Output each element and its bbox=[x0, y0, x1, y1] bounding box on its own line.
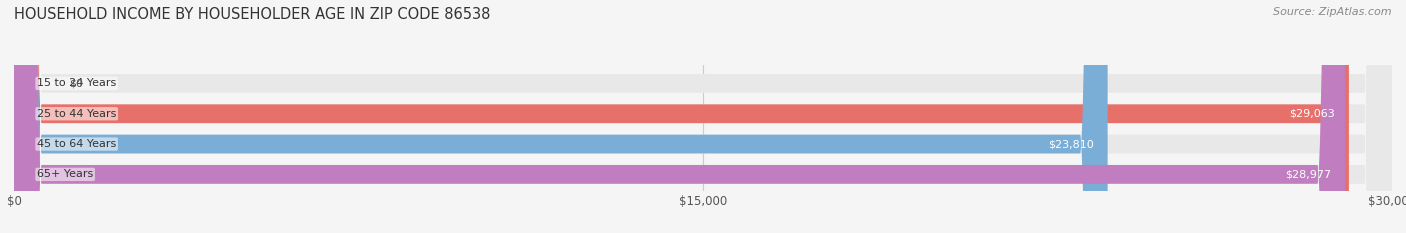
Text: 45 to 64 Years: 45 to 64 Years bbox=[37, 139, 117, 149]
FancyBboxPatch shape bbox=[14, 0, 1392, 233]
Text: 25 to 44 Years: 25 to 44 Years bbox=[37, 109, 117, 119]
FancyBboxPatch shape bbox=[14, 0, 1392, 233]
Text: 65+ Years: 65+ Years bbox=[37, 169, 93, 179]
FancyBboxPatch shape bbox=[14, 0, 1346, 233]
FancyBboxPatch shape bbox=[14, 0, 1392, 233]
Text: $29,063: $29,063 bbox=[1289, 109, 1336, 119]
Text: $23,810: $23,810 bbox=[1047, 139, 1094, 149]
FancyBboxPatch shape bbox=[14, 0, 1348, 233]
Text: 15 to 24 Years: 15 to 24 Years bbox=[37, 79, 117, 89]
FancyBboxPatch shape bbox=[14, 0, 1108, 233]
FancyBboxPatch shape bbox=[14, 0, 1392, 233]
Text: Source: ZipAtlas.com: Source: ZipAtlas.com bbox=[1274, 7, 1392, 17]
Text: $28,977: $28,977 bbox=[1285, 169, 1331, 179]
Text: HOUSEHOLD INCOME BY HOUSEHOLDER AGE IN ZIP CODE 86538: HOUSEHOLD INCOME BY HOUSEHOLDER AGE IN Z… bbox=[14, 7, 491, 22]
Text: $0: $0 bbox=[69, 79, 83, 89]
